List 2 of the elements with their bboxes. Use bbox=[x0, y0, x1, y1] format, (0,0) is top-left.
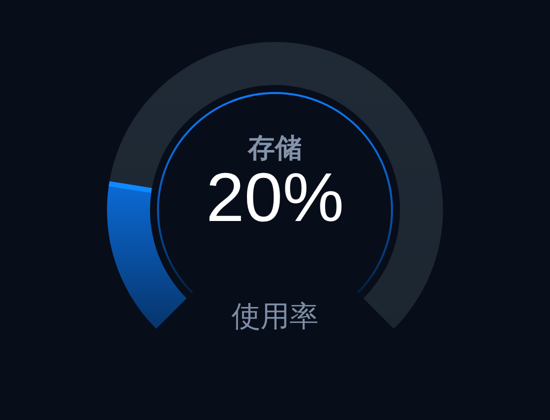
category-label: 存储 bbox=[248, 133, 302, 163]
annotation: 使用率 bbox=[232, 301, 318, 333]
